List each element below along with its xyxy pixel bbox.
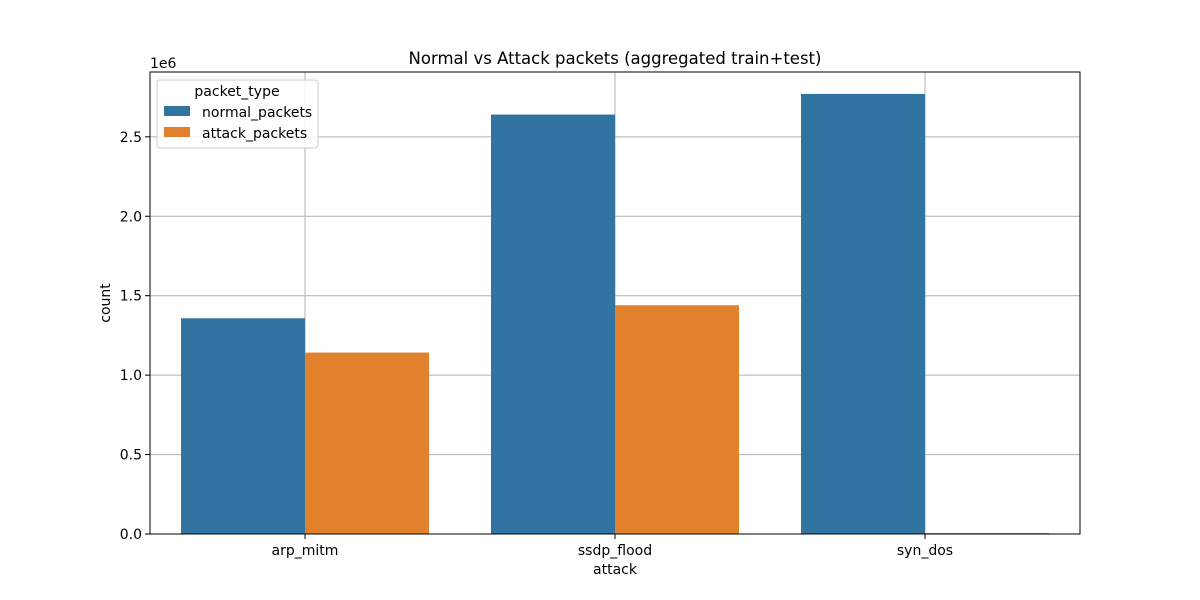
legend-box <box>156 79 319 149</box>
x-axis-ticks: arp_mitm ssdp_flood syn_dos <box>272 534 953 559</box>
bar-normal_packets-ssdp_flood <box>491 114 615 535</box>
legend-swatch-attack <box>164 127 190 137</box>
y-offset-label: 1e6 <box>150 56 177 72</box>
y-axis-label: count <box>98 283 114 323</box>
y-tick-label: 2.0 <box>120 209 142 225</box>
legend-title: packet_type <box>194 84 279 100</box>
bar-attack_packets-ssdp_flood <box>615 305 739 534</box>
y-tick-label: 0.5 <box>120 448 142 464</box>
y-tick-label: 1.0 <box>120 368 142 384</box>
bars <box>181 93 1049 535</box>
bar-normal_packets-syn_dos <box>801 93 925 534</box>
x-axis-label: attack <box>593 562 638 578</box>
bar-attack_packets-arp_mitm <box>305 352 429 534</box>
y-tick-label: 0.0 <box>120 527 142 543</box>
chart-title: Normal vs Attack packets (aggregated tra… <box>409 49 822 68</box>
y-axis-ticks: 0.0 0.5 1.0 1.5 2.0 2.5 <box>120 130 150 543</box>
bar-normal_packets-arp_mitm <box>181 318 305 534</box>
x-tick-label: arp_mitm <box>272 543 339 559</box>
legend: packet_type normal_packets attack_packet… <box>156 79 319 149</box>
legend-label-attack: attack_packets <box>202 126 307 142</box>
x-tick-label: ssdp_flood <box>578 543 652 559</box>
y-tick-label: 1.5 <box>120 289 142 305</box>
legend-swatch-normal <box>164 106 190 116</box>
x-tick-label: syn_dos <box>897 543 953 559</box>
y-tick-label: 2.5 <box>120 130 142 146</box>
legend-label-normal: normal_packets <box>202 105 312 121</box>
